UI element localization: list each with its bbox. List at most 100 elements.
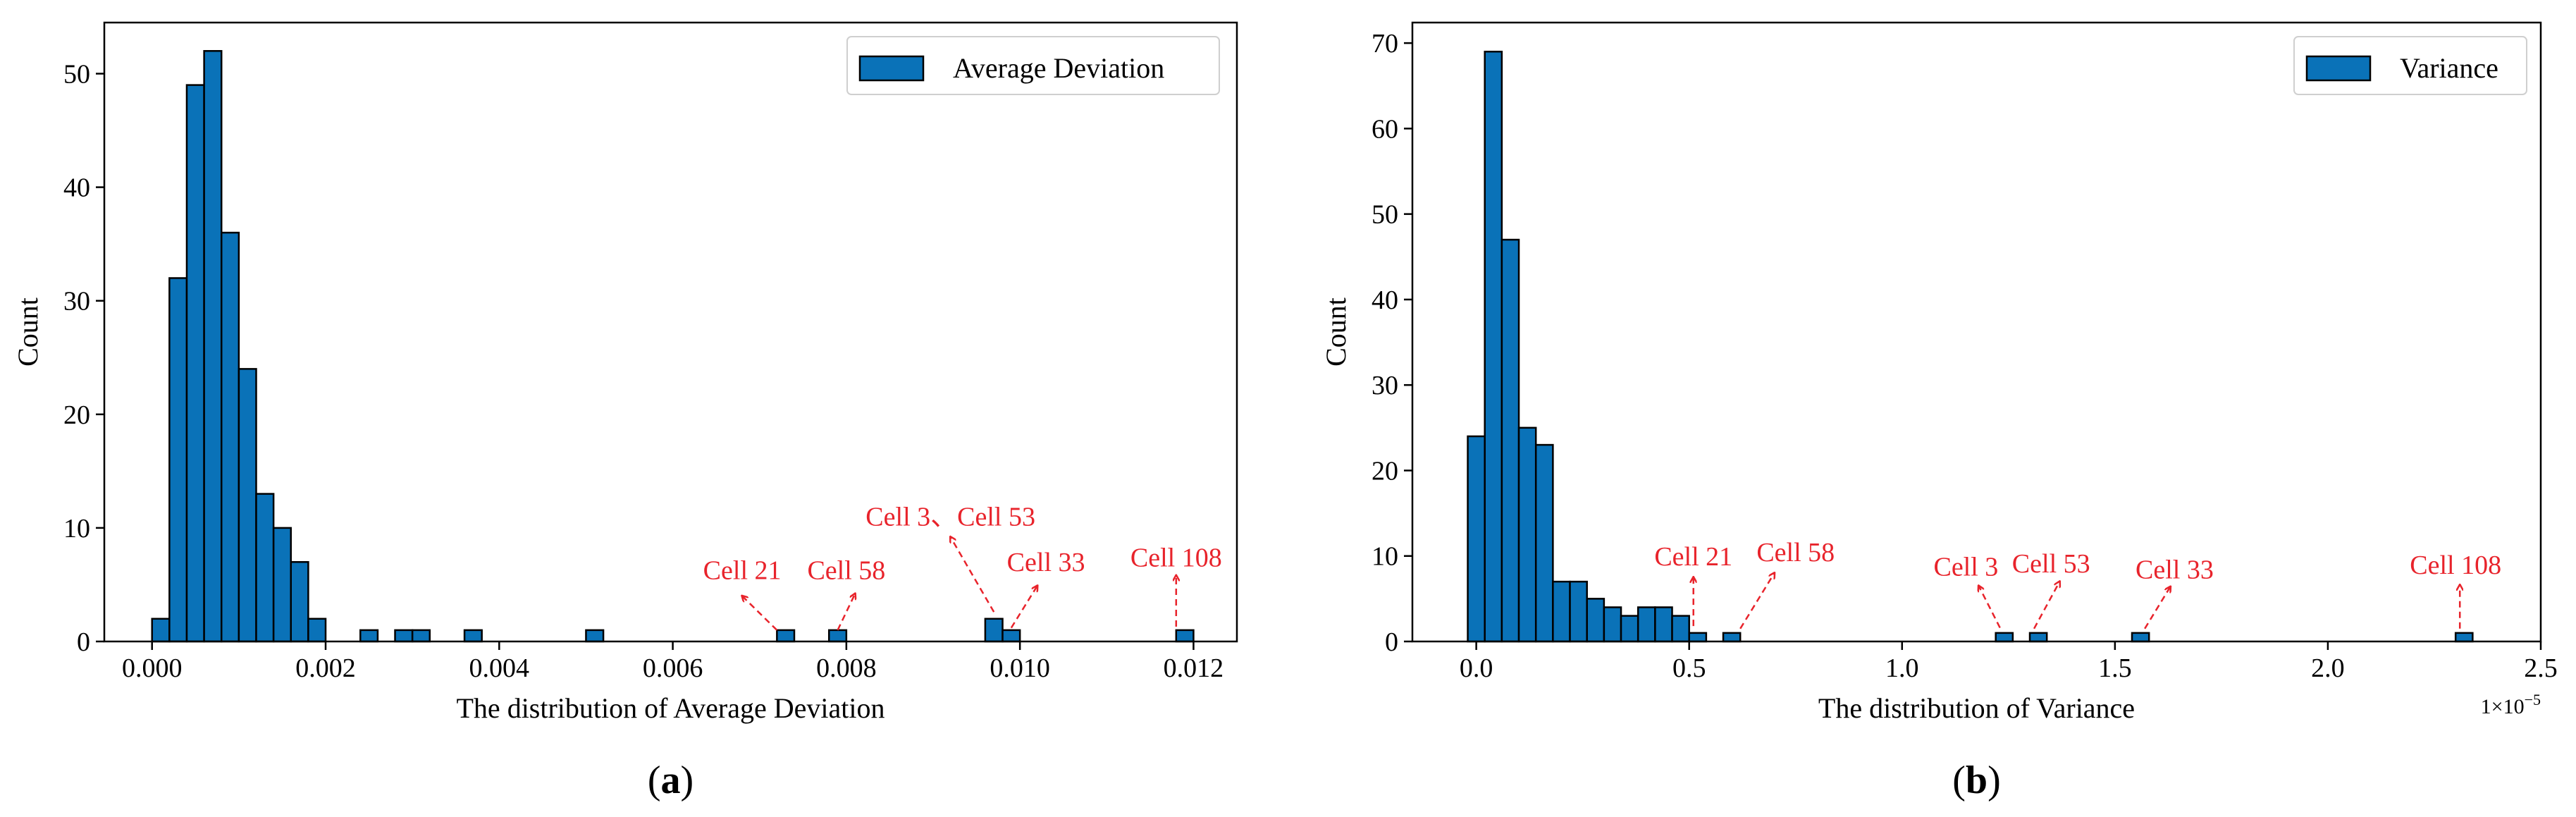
y-tick-label: 60 — [1372, 114, 1398, 144]
histogram-bar — [1586, 598, 1606, 643]
histogram-bar — [1995, 632, 2014, 643]
annotation-label: Cell 21 — [703, 555, 782, 585]
histogram-bar — [1517, 426, 1537, 643]
x-tick-label: 2.5 — [2524, 653, 2558, 683]
x-tick-label: 0.002 — [295, 653, 356, 683]
x-tick-label: 0.008 — [816, 653, 877, 683]
axis-offset-base: 1×10 — [2481, 695, 2525, 718]
histogram-bar — [585, 629, 605, 643]
y-tick-label: 40 — [63, 173, 90, 203]
histogram-bar — [394, 629, 414, 643]
histogram-bar — [1500, 238, 1520, 643]
histogram-bar — [1620, 615, 1639, 643]
histogram-bar — [1688, 632, 1708, 643]
x-tick-label: 0.010 — [990, 653, 1050, 683]
annotation: Cell 33 — [2136, 555, 2214, 629]
histogram-bar — [827, 629, 848, 643]
axis-offset-exponent: −5 — [2525, 691, 2541, 708]
histogram-bar — [1002, 629, 1021, 643]
annotation-label: Cell 108 — [1130, 543, 1222, 573]
annotation: Cell 33 — [1007, 548, 1085, 629]
annotation: Cell 53 — [2012, 549, 2090, 629]
axes-frame — [1411, 21, 2542, 643]
x-axis-label: The distribution of Average Deviation — [457, 692, 885, 724]
histogram-bar — [984, 618, 1004, 643]
y-tick-label: 70 — [1372, 29, 1398, 59]
panel-label: (b) — [1952, 758, 2000, 802]
histogram-bar — [1637, 606, 1656, 643]
legend: Variance — [2293, 36, 2527, 95]
annotation-label: Cell 3、Cell 53 — [865, 503, 1035, 532]
annotation-arrow — [951, 537, 995, 613]
annotation-label: Cell 58 — [1756, 538, 1835, 567]
histogram-bar — [1534, 443, 1554, 643]
histogram-bar — [411, 629, 431, 643]
x-tick-label: 0.012 — [1164, 653, 1224, 683]
histogram-bar — [463, 629, 483, 643]
histogram-bar — [2454, 632, 2474, 643]
histogram-bar — [168, 277, 188, 643]
y-tick-label: 40 — [1372, 285, 1398, 315]
y-axis-label: Count — [1320, 297, 1352, 367]
histogram-bar — [359, 629, 379, 643]
annotation-arrow — [742, 596, 778, 631]
annotation: Cell 21 — [703, 555, 782, 631]
histogram-bar — [203, 50, 223, 643]
histogram-bar — [1569, 580, 1588, 643]
histogram-bar — [776, 629, 796, 643]
annotation-label: Cell 53 — [2012, 549, 2090, 579]
annotation-arrow — [837, 594, 856, 631]
plot-area — [1412, 23, 2541, 641]
histogram-bar — [290, 560, 309, 643]
histogram-bar — [1175, 629, 1195, 643]
annotation-arrow — [2033, 582, 2059, 629]
annotation: Cell 108 — [2410, 551, 2501, 629]
annotation-arrow — [1010, 586, 1037, 629]
annotation: Cell 3 — [1933, 553, 2001, 629]
legend-label: Average Deviation — [953, 52, 1164, 84]
annotation-arrow — [1739, 573, 1774, 629]
histogram-bar — [1552, 580, 1571, 643]
histogram-bar — [1654, 606, 1673, 643]
y-tick-label: 20 — [63, 400, 90, 430]
histogram-bar — [1484, 50, 1503, 643]
panel-label: (a) — [648, 758, 694, 802]
histogram-bar — [1671, 615, 1690, 643]
chart-panel-a: 0.000 0.002 0.004 0.006 0.008 0.010 0.012 0 10 20… — [12, 21, 1238, 802]
x-tick-label: 1.5 — [2098, 653, 2132, 683]
axes-frame — [103, 21, 1238, 643]
histogram-bar — [307, 618, 327, 643]
chart-panel-b: 0.0 0.5 1.0 1.5 2.0 2.5 0 10 20 30 40 50 60 70 The dis… — [1320, 21, 2558, 802]
annotation: Cell 3、Cell 53 — [865, 503, 1035, 613]
annotation: Cell 58 — [807, 555, 885, 631]
annotation-arrow — [2144, 586, 2170, 629]
x-tick-label: 2.0 — [2311, 653, 2345, 683]
x-tick-label: 0.000 — [122, 653, 183, 683]
histogram-bar — [2028, 632, 2048, 643]
annotation-label: Cell 58 — [807, 555, 885, 585]
legend-swatch — [858, 55, 925, 82]
y-tick-label: 30 — [63, 287, 90, 317]
legend-swatch — [2305, 55, 2372, 82]
histogram-bar — [1722, 632, 1742, 643]
histogram-bar — [2131, 632, 2150, 643]
y-axis-label: Count — [12, 297, 44, 367]
annotation: Cell 58 — [1739, 538, 1835, 629]
annotation-label: Cell 3 — [1933, 553, 1998, 582]
histogram-bar — [255, 493, 275, 643]
y-tick-label: 20 — [1372, 456, 1398, 486]
histogram-bar — [272, 527, 292, 643]
y-tick-label: 10 — [1372, 542, 1398, 572]
legend-label: Variance — [2400, 52, 2498, 84]
x-tick-label: 0.5 — [1672, 653, 1706, 683]
annotation: Cell 108 — [1130, 543, 1222, 627]
annotation-label: Cell 21 — [1654, 542, 1732, 572]
y-tick-label: 30 — [1372, 371, 1398, 400]
histogram-bar — [185, 84, 205, 643]
x-tick-label: 0.0 — [1460, 653, 1493, 683]
histogram-bar — [1603, 606, 1622, 643]
histogram-bar — [238, 368, 257, 643]
x-axis-label: The distribution of Variance — [1818, 692, 2135, 724]
y-tick-label: 50 — [63, 59, 90, 89]
